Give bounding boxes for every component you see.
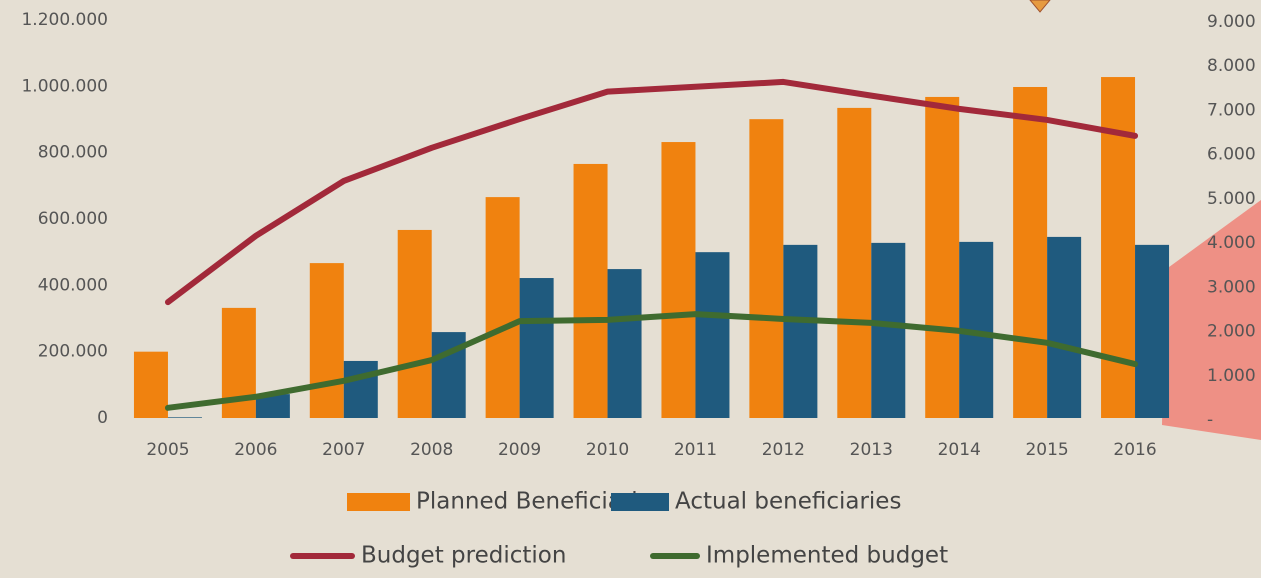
x-tick-label: 2012	[762, 440, 805, 460]
y2-tick-label: 1.000	[1207, 366, 1256, 386]
bar	[519, 278, 554, 418]
bar	[607, 269, 642, 418]
x-tick-label: 2013	[850, 440, 893, 460]
y2-tick-label: 5.000	[1207, 189, 1256, 209]
legend-label: Implemented budget	[706, 543, 948, 569]
bar	[397, 229, 432, 418]
y-tick-label: 800.000	[38, 143, 108, 163]
x-tick-label: 2015	[1025, 440, 1068, 460]
bar	[343, 360, 378, 418]
y2-tick-label: 7.000	[1207, 100, 1256, 120]
bar	[255, 394, 290, 418]
y-tick-label: 200.000	[38, 342, 108, 362]
bar	[167, 417, 202, 418]
y-tick-label: 400.000	[38, 275, 108, 295]
bar	[573, 163, 608, 418]
y-tick-label: 1.000.000	[21, 76, 108, 96]
decoration	[1162, 200, 1261, 440]
bar	[661, 142, 696, 418]
y2-tick-label: 2.000	[1207, 322, 1256, 342]
bar	[485, 197, 520, 418]
y2-tick-label: 6.000	[1207, 145, 1256, 165]
x-tick-label: 2006	[234, 440, 277, 460]
y2-tick-label: 8.000	[1207, 56, 1256, 76]
y-tick-label: 600.000	[38, 209, 108, 229]
legend-swatch	[611, 493, 669, 511]
bar	[749, 119, 784, 418]
x-tick-label: 2010	[586, 440, 629, 460]
bar	[783, 244, 818, 418]
decoration	[1029, 0, 1051, 13]
y2-tick-label: -	[1207, 410, 1213, 430]
x-tick-label: 2008	[410, 440, 453, 460]
y-tick-label: 1.200.000	[21, 10, 108, 30]
x-tick-label: 2007	[322, 440, 365, 460]
line	[164, 311, 1139, 411]
bar	[309, 263, 344, 418]
x-tick-label: 2016	[1113, 440, 1156, 460]
bar	[871, 242, 906, 418]
bar	[133, 351, 168, 418]
x-tick-label: 2011	[674, 440, 717, 460]
bar	[1047, 236, 1082, 418]
y2-tick-label: 4.000	[1207, 233, 1256, 253]
bar	[1135, 244, 1170, 418]
legend-swatch	[347, 493, 410, 511]
legend-label: Budget prediction	[361, 543, 566, 569]
bar	[695, 252, 730, 418]
bar	[1013, 86, 1048, 418]
y-tick-label: 0	[97, 408, 108, 428]
line	[164, 78, 1139, 306]
bar	[837, 107, 872, 419]
bar	[925, 96, 960, 419]
x-tick-label: 2014	[938, 440, 981, 460]
y2-tick-label: 3.000	[1207, 277, 1256, 297]
x-tick-label: 2009	[498, 440, 541, 460]
x-tick-label: 2005	[146, 440, 189, 460]
y2-tick-label: 9.000	[1207, 12, 1256, 32]
legend-label: Actual beneficiaries	[675, 489, 901, 515]
